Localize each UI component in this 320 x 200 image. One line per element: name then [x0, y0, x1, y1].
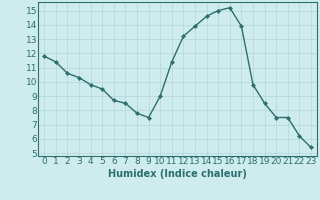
X-axis label: Humidex (Indice chaleur): Humidex (Indice chaleur) [108, 169, 247, 179]
